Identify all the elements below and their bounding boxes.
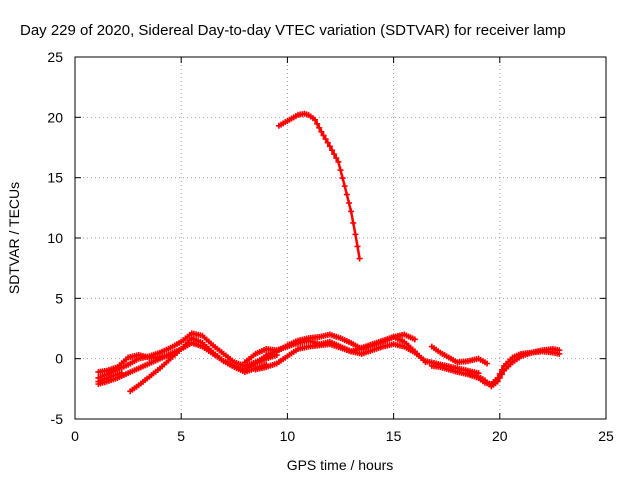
series-sat-l (95, 370, 125, 385)
data-point (345, 200, 352, 207)
x-tick-label: 0 (71, 428, 79, 444)
x-tick-label: 25 (598, 428, 614, 444)
x-tick-label: 10 (280, 428, 296, 444)
axis-ticks: 0 5 10 15 20 25 -5 0 5 10 15 20 25 (47, 49, 614, 444)
y-tick-label: 0 (55, 351, 63, 367)
data-point (333, 155, 340, 162)
series-sat-i (428, 343, 491, 367)
x-axis-label: GPS time / hours (287, 457, 394, 473)
data-point (314, 120, 321, 127)
chart-title: Day 229 of 2020, Sidereal Day-to-day VTE… (20, 22, 566, 39)
data-point (320, 132, 327, 139)
data-point (324, 139, 331, 146)
y-tick-label: 5 (55, 290, 63, 306)
y-axis-label: SDTVAR / TECUs (6, 182, 22, 294)
series-sat-g (263, 331, 418, 359)
y-tick-label: 15 (47, 170, 63, 186)
data-point (322, 136, 329, 143)
grid-lines (75, 57, 606, 419)
data-point (350, 219, 357, 226)
data-point (318, 128, 325, 135)
data-point (118, 370, 125, 377)
data-point (343, 191, 350, 198)
y-tick-label: 10 (47, 230, 63, 246)
data-point (356, 255, 363, 262)
data-point (339, 175, 346, 182)
data-point (337, 167, 344, 174)
data-series (95, 110, 563, 395)
data-point (354, 243, 361, 250)
data-point (496, 374, 503, 381)
data-point (411, 336, 418, 343)
data-point (556, 347, 563, 354)
data-point (326, 143, 333, 150)
series-sat-h (275, 110, 363, 262)
series-sat-e (241, 333, 429, 366)
data-point (341, 183, 348, 190)
series-sat-f (252, 341, 482, 377)
data-point (494, 378, 501, 385)
x-tick-label: 15 (386, 428, 402, 444)
data-point (498, 371, 505, 378)
x-tick-label: 5 (177, 428, 185, 444)
data-point (352, 231, 359, 238)
x-tick-label: 20 (492, 428, 508, 444)
data-point (484, 360, 491, 367)
y-tick-label: -5 (51, 411, 64, 427)
data-point (335, 158, 342, 165)
data-point (329, 147, 336, 154)
data-point (348, 208, 355, 215)
y-tick-label: 20 (47, 109, 63, 125)
series-sat-k (464, 346, 563, 390)
series-sat-c (95, 352, 174, 375)
data-point (331, 151, 338, 158)
data-point (312, 116, 319, 123)
data-point (316, 124, 323, 131)
series-sat-d (127, 335, 280, 395)
plot-frame (74, 56, 607, 420)
y-tick-label: 25 (47, 49, 63, 65)
